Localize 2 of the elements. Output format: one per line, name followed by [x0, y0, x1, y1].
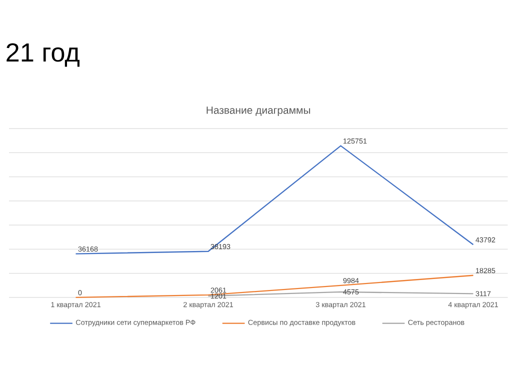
text: 21 год	[6, 43, 80, 67]
chart-title: Название диаграммы	[206, 106, 310, 116]
